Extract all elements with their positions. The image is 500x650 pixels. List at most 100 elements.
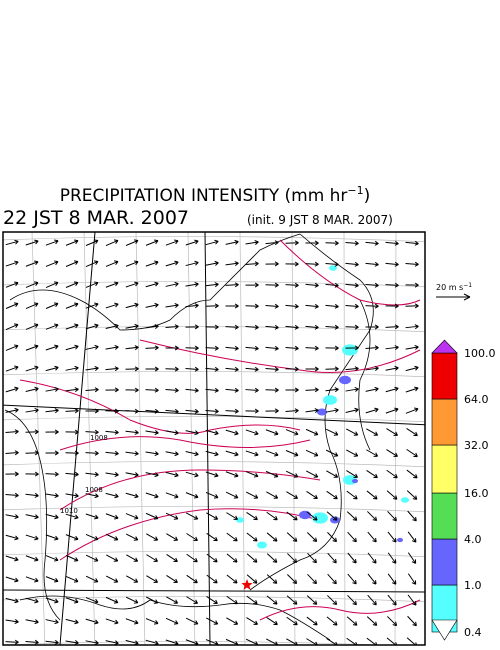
wind-arrow [245,387,259,393]
wind-arrow [225,408,239,414]
isobar-label: 1010 [60,507,78,515]
wind-arrow [387,594,397,606]
wind-arrow [85,366,99,371]
wind-arrow [145,345,159,351]
wind-arrow [245,366,259,372]
grid-line [3,326,425,333]
wind-arrow [365,240,379,246]
colorbar-segment [431,538,458,586]
grid-line [3,371,425,378]
wind-arrow [327,552,337,564]
colorbar-over [431,339,458,354]
wind-arrow [5,281,19,288]
wind-arrow [125,302,139,309]
wind-arrow [265,282,279,288]
wind-arrow [386,469,398,479]
wind-arrow [185,639,199,645]
wind-arrow [265,261,279,267]
wind-arrow [85,387,99,393]
precipitation-area [352,478,358,484]
wind-arrow [125,513,139,520]
wind-arrow [407,552,417,564]
wind-arrow [365,303,379,309]
wind-arrow [5,555,19,562]
isobar [19,379,301,434]
wind-arrow [386,490,398,500]
wind-arrow [366,470,378,479]
wind-arrow [105,618,119,625]
wind-arrow [85,493,99,499]
wind-arrow [226,617,239,625]
wind-arrow [65,323,79,330]
wind-arrow [205,491,219,499]
wind-arrow [25,555,39,562]
wind-arrow [285,387,299,393]
wind-arrow [205,260,219,266]
wind-arrow [5,597,19,604]
wind-arrow [145,324,159,330]
title-close: ) [364,186,371,206]
wind-arrow [347,531,357,543]
precipitation-area [323,395,337,405]
wind-arrow [326,490,338,500]
wind-arrow [365,261,379,267]
wind-arrow [286,574,298,585]
wind-arrow [105,472,119,477]
coastline [358,299,371,451]
wind-arrow [5,534,19,541]
wind-arrow [325,345,339,351]
grid-line [343,232,346,645]
wind-arrow [347,573,357,585]
wind-arrow [245,429,259,436]
wind-arrow [185,345,199,351]
wind-arrow [165,451,179,457]
wind-arrow [125,260,139,267]
wind-arrow [5,429,19,435]
wind-arrow [266,616,278,626]
wind-arrow [185,617,199,625]
wind-arrow [345,303,359,309]
wind-arrow [45,555,59,562]
wind-arrow [125,492,139,499]
wind-arrow [45,450,59,456]
wind-arrow [346,428,359,436]
wind-arrow [185,366,199,372]
wind-arrow [287,553,298,564]
wind-arrow [105,533,119,541]
colorbar-label: 32.0 [464,439,489,452]
wind-arrow [45,386,59,392]
wind-arrow [265,408,279,414]
wind-arrow [125,408,139,414]
title-exponent: −1 [347,184,363,197]
wind-arrow [266,511,278,521]
wind-arrow [165,281,179,287]
wind-arrow [325,366,339,372]
wind-arrow [285,429,299,436]
wind-arrow [285,324,299,330]
wind-arrow [206,617,219,625]
wind-arrow [305,282,319,288]
wind-arrow [45,513,59,520]
wind-arrow [65,281,79,288]
wind-arrow [325,449,339,457]
wind-arrow [327,531,338,543]
wind-arrow [25,302,39,309]
wind-arrow [326,470,339,478]
wind-arrow [185,281,199,287]
wind-arrow [225,471,239,478]
wind-arrow [65,471,79,477]
wind-arrow [165,617,179,625]
wind-arrow [65,408,79,414]
colorbar-segment [431,352,458,400]
wind-arrow [146,575,159,583]
wind-arrow [306,595,318,605]
wind-arrow [85,513,99,520]
wind-arrow [5,514,19,520]
wind-arrow [106,554,119,562]
wind-arrow [205,282,219,288]
title: PRECIPITATION INTENSITY (mm hr−1) [60,184,371,206]
wind-arrow [245,471,259,478]
wind-arrow [125,323,139,329]
wind-arrow [45,619,59,625]
wind-arrow [346,470,358,478]
